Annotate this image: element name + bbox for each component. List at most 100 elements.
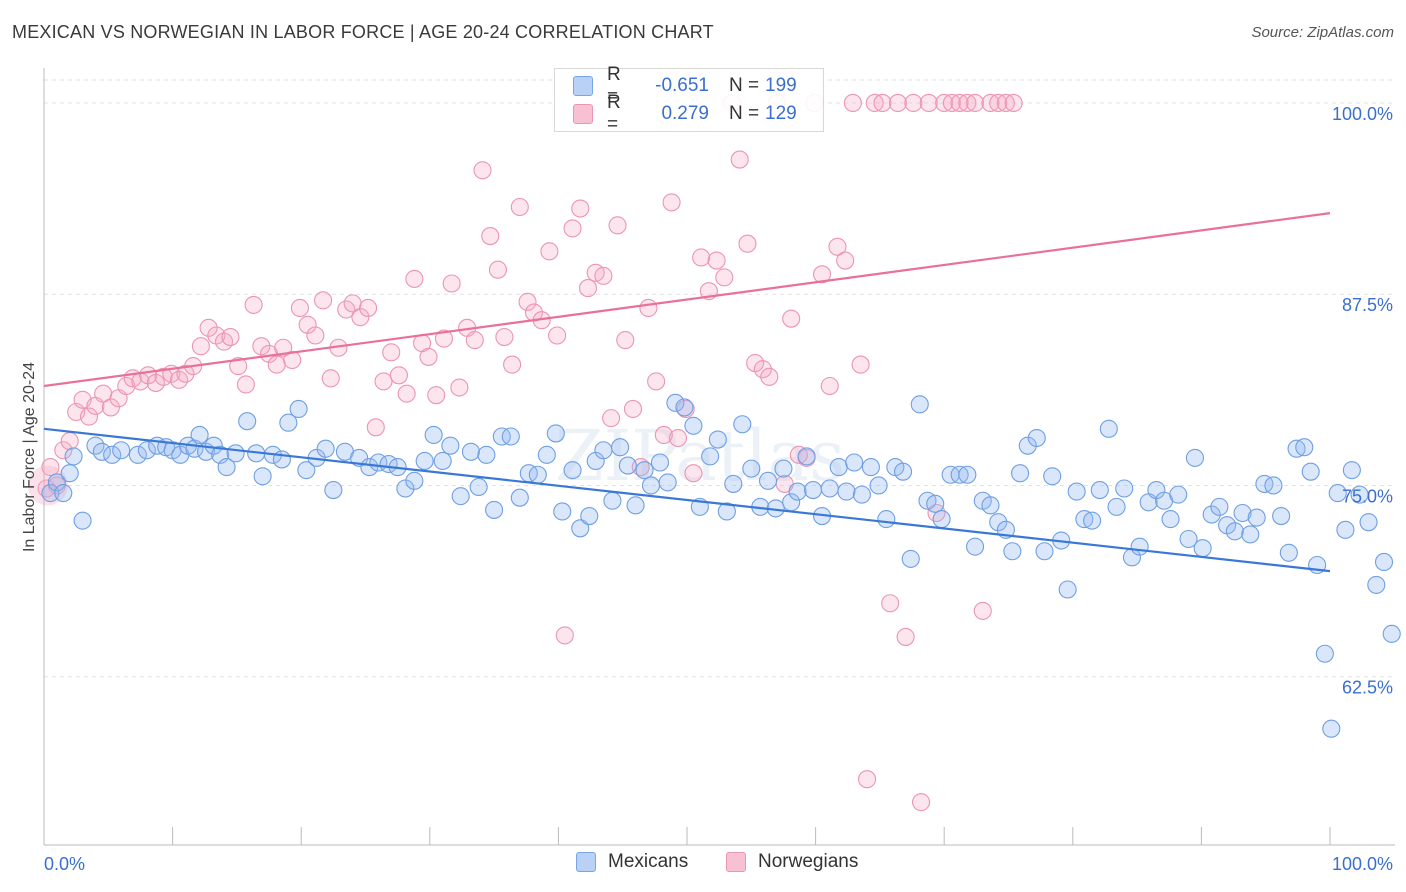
norwegian-point-59 [473, 161, 492, 180]
mexican-point-126 [1090, 480, 1109, 500]
mexican-point-115 [1003, 542, 1022, 561]
norwegian-point-84 [662, 193, 681, 212]
norwegian-point-43 [351, 308, 370, 327]
mexican-point-4 [64, 447, 83, 466]
mexican-point-139 [1193, 539, 1212, 558]
legend-swatch-norwegians [726, 852, 746, 872]
norwegian-point-47 [382, 343, 401, 362]
norwegian-point-54 [434, 329, 453, 348]
norwegian-point-71 [563, 219, 582, 238]
norwegian-point-96 [753, 360, 772, 379]
y-tick-labels: 62.5% 75.0% 87.5% 100.0% [1332, 104, 1393, 698]
mexican-point-101 [893, 462, 913, 481]
mexican-point-72 [658, 473, 677, 492]
mexican-point-74 [675, 398, 694, 417]
mexican-point-92 [820, 479, 839, 498]
norwegian-point-118 [919, 93, 938, 112]
mexican-point-119 [1035, 542, 1054, 561]
norwegian-point-94 [738, 234, 757, 253]
norwegian-point-22 [191, 337, 210, 356]
norwegian-point-76 [602, 409, 621, 428]
mexican-point-1 [47, 473, 66, 492]
mexican-point-141 [1210, 497, 1229, 516]
legend-r-label: R = [607, 92, 621, 135]
mexican-point-164 [1382, 624, 1401, 643]
trend-line-norwegians [43, 212, 1331, 388]
mexican-point-54 [510, 488, 529, 507]
y-tick-label-0: 62.5% [1342, 678, 1393, 698]
x-tick-label-min: 0.0% [44, 854, 85, 874]
mexican-point-128 [1107, 497, 1126, 516]
norwegian-point-49 [397, 384, 416, 403]
norwegian-point-56 [450, 378, 469, 397]
norwegian-point-35 [290, 298, 309, 318]
mexican-point-49 [469, 477, 488, 497]
legend-swatch-mexicans [573, 76, 593, 96]
chart-title: MEXICAN VS NORWEGIAN IN LABOR FORCE | AG… [12, 22, 714, 42]
mexican-point-71 [650, 453, 670, 472]
mexican-point-46 [441, 436, 460, 455]
norwegian-point-127 [989, 93, 1008, 112]
y-tick-label-1: 75.0% [1342, 486, 1393, 506]
legend-swatch-norwegians [573, 104, 593, 124]
mexican-point-50 [477, 445, 496, 464]
mexican-point-9 [112, 441, 131, 460]
norwegian-point-53 [427, 386, 446, 405]
mexican-point-152 [1295, 438, 1314, 457]
norwegian-point-46 [374, 372, 393, 391]
norwegian-point-75 [594, 266, 613, 285]
norwegian-point-108 [843, 93, 862, 112]
norwegian-point-30 [252, 337, 271, 356]
mexican-point-48 [461, 442, 481, 461]
legend-item-norwegians[interactable]: Norwegians [726, 851, 858, 873]
norwegian-point-38 [314, 291, 333, 310]
mexican-point-56 [528, 465, 547, 484]
mexican-point-5 [73, 511, 92, 530]
series-norwegians [27, 93, 1023, 812]
mexican-point-23 [226, 444, 245, 463]
norwegian-point-100 [782, 309, 801, 328]
mexican-point-99 [877, 510, 896, 529]
mexican-point-61 [571, 519, 590, 538]
norwegian-point-88 [692, 248, 711, 267]
mexican-point-136 [1169, 485, 1188, 504]
legend-item-mexicans[interactable]: Mexicans [576, 851, 688, 873]
mexican-point-138 [1185, 448, 1205, 467]
norwegian-point-20 [176, 364, 195, 383]
norwegian-point-113 [881, 594, 900, 613]
mexican-point-37 [360, 458, 379, 477]
mexican-point-65 [603, 491, 622, 510]
mexican-point-125 [1083, 511, 1102, 530]
norwegian-point-50 [405, 269, 424, 288]
mexican-point-10 [128, 445, 147, 464]
mexican-point-80 [724, 474, 743, 493]
norwegian-point-91 [715, 268, 734, 287]
mexican-point-124 [1075, 510, 1094, 529]
mexican-point-26 [253, 467, 272, 486]
norwegian-point-112 [873, 93, 892, 112]
mexican-point-103 [910, 395, 929, 414]
mexican-point-160 [1350, 485, 1369, 504]
mexican-point-3 [60, 464, 79, 483]
legend-n-value-norwegians: 129 [765, 103, 797, 124]
mexican-point-110 [966, 537, 985, 556]
mexican-point-148 [1264, 476, 1283, 495]
mexican-point-116 [1011, 464, 1030, 483]
mexican-point-84 [758, 471, 778, 490]
norwegian-point-104 [812, 265, 832, 284]
mexican-point-70 [641, 476, 661, 495]
mexican-point-93 [829, 458, 848, 477]
mexican-point-43 [415, 451, 434, 471]
mexican-point-113 [989, 513, 1008, 532]
norwegian-point-81 [639, 298, 658, 318]
trend-lines [43, 212, 1331, 573]
norwegian-point-128 [996, 93, 1015, 112]
mexican-point-118 [1027, 428, 1046, 448]
legend-row-mexicans: R = -0.651 N = 199 [573, 64, 797, 107]
mexican-point-149 [1272, 506, 1291, 526]
norwegian-point-10 [101, 398, 120, 417]
mexican-point-158 [1336, 520, 1355, 539]
mexican-point-120 [1043, 467, 1062, 486]
mexican-point-96 [852, 485, 871, 504]
mexican-point-157 [1328, 484, 1347, 503]
